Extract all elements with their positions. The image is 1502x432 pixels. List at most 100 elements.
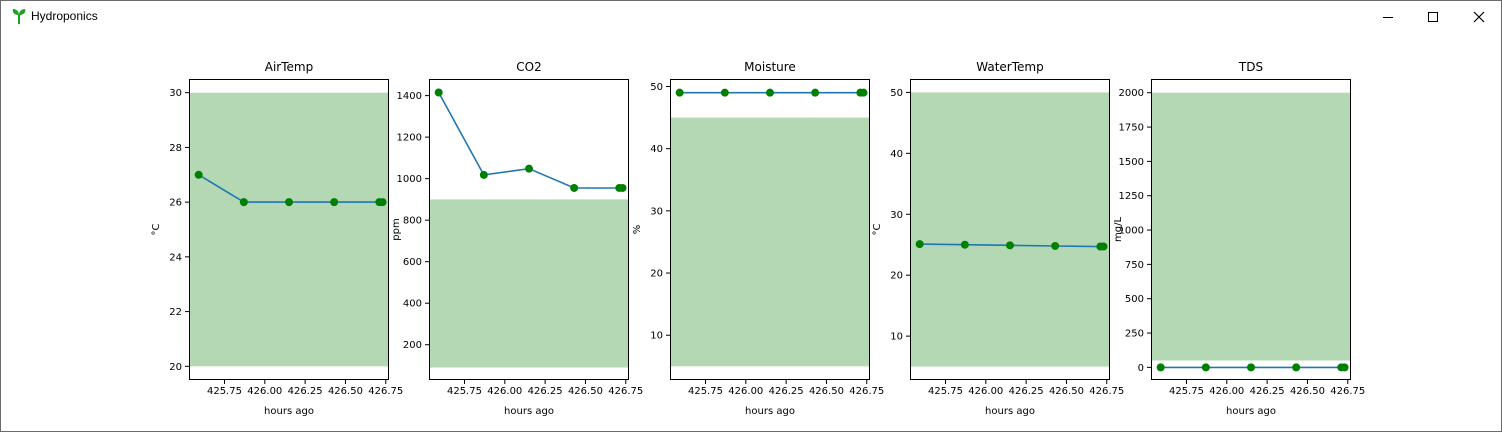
y-tick-label: 20 xyxy=(650,269,663,280)
data-point xyxy=(1006,241,1014,250)
y-axis-label: mg/L xyxy=(1113,217,1124,242)
x-tick-label: 426.25 xyxy=(1009,386,1044,397)
x-tick-label: 426.75 xyxy=(849,386,884,397)
title-bar[interactable]: Hydroponics xyxy=(1,1,1501,32)
x-tick-label: 426.00 xyxy=(487,386,522,397)
y-tick-label: 20 xyxy=(169,362,182,373)
data-point xyxy=(859,88,868,97)
data-point xyxy=(378,198,387,207)
y-tick-label: 50 xyxy=(650,82,663,93)
plot-frame xyxy=(189,79,389,380)
y-axis-label: °C xyxy=(872,223,883,235)
x-tick-label: 426.25 xyxy=(1250,386,1285,397)
data-point xyxy=(766,88,774,97)
data-point xyxy=(960,240,969,249)
x-tick-label: 426.75 xyxy=(368,386,403,397)
plot-frame xyxy=(670,79,870,380)
data-point xyxy=(1099,242,1108,251)
x-tick-label: 426.00 xyxy=(247,386,282,397)
chart-co2: 425.75 426.00 426.25 426.50 426.75 200 400 600 8… xyxy=(391,60,643,417)
x-tick-label: 426.25 xyxy=(288,386,323,397)
x-tick-label: 426.00 xyxy=(968,386,1003,397)
y-tick-label: 1750 xyxy=(1119,123,1144,134)
plot-frame xyxy=(429,79,629,380)
x-tick-label: 426.50 xyxy=(328,386,363,397)
data-point xyxy=(479,170,488,179)
y-tick-label: 1000 xyxy=(1119,226,1144,237)
data-point xyxy=(1340,363,1349,372)
y-tick-label: 28 xyxy=(169,143,182,154)
y-tick-label: 1200 xyxy=(397,133,422,144)
chart-airtemp: 425.75 426.00 426.25 426.50 426.75 20 22 24 26 28… xyxy=(151,60,403,417)
target-band xyxy=(429,199,629,368)
x-tick-label: 425.75 xyxy=(928,386,963,397)
chart-title: TDS xyxy=(1238,60,1263,74)
x-axis-label: hours ago xyxy=(985,406,1035,417)
plot-frame xyxy=(910,79,1110,380)
y-tick-label: 500 xyxy=(1125,294,1144,305)
x-tick-label: 425.75 xyxy=(207,386,242,397)
data-point xyxy=(1247,363,1255,372)
maximize-button[interactable] xyxy=(1410,1,1456,32)
target-band xyxy=(910,92,1110,367)
y-tick-label: 1250 xyxy=(1119,191,1144,202)
target-band xyxy=(670,117,870,367)
y-tick-label: 800 xyxy=(403,216,422,227)
x-tick-label: 426.50 xyxy=(568,386,603,397)
x-tick-label: 426.75 xyxy=(1089,386,1124,397)
y-tick-label: 50 xyxy=(890,88,903,99)
x-tick-label: 425.75 xyxy=(447,386,482,397)
data-point xyxy=(330,198,339,207)
window-title: Hydroponics xyxy=(31,9,98,23)
data-point xyxy=(811,88,820,97)
data-point xyxy=(720,88,729,97)
chart-watertemp: 425.75 426.00 426.25 426.50 426.75 10 20 30 40 50… xyxy=(872,60,1124,417)
close-icon xyxy=(1473,11,1485,22)
y-axis-label: ppm xyxy=(391,218,402,240)
target-band xyxy=(1151,92,1351,361)
x-tick-label: 425.75 xyxy=(1169,386,1204,397)
y-tick-label: 30 xyxy=(169,88,182,99)
y-axis-label: % xyxy=(632,225,643,235)
x-axis-label: hours ago xyxy=(1226,406,1276,417)
data-point xyxy=(1201,363,1210,372)
y-tick-label: 0 xyxy=(1138,363,1144,374)
x-tick-label: 426.25 xyxy=(769,386,804,397)
y-tick-label: 26 xyxy=(169,198,182,209)
x-axis-label: hours ago xyxy=(745,406,795,417)
target-band xyxy=(189,92,389,367)
data-point xyxy=(1051,241,1060,250)
maximize-icon xyxy=(1428,11,1438,22)
y-tick-label: 30 xyxy=(890,210,903,221)
y-tick-label: 30 xyxy=(650,206,663,217)
x-axis-label: hours ago xyxy=(504,406,554,417)
x-tick-label: 426.75 xyxy=(1330,386,1365,397)
x-axis-label: hours ago xyxy=(264,406,314,417)
series-line xyxy=(437,92,623,189)
y-tick-label: 1500 xyxy=(1119,157,1144,168)
minimize-button[interactable] xyxy=(1365,1,1411,32)
data-point xyxy=(618,183,627,192)
y-tick-label: 1000 xyxy=(397,174,422,185)
plot-frame xyxy=(1151,79,1351,380)
chart-title: AirTemp xyxy=(265,60,313,74)
y-tick-label: 2000 xyxy=(1119,88,1144,99)
close-button[interactable] xyxy=(1456,1,1502,32)
data-point xyxy=(525,164,533,173)
y-tick-label: 40 xyxy=(890,149,903,160)
data-point xyxy=(285,198,293,207)
y-tick-label: 250 xyxy=(1125,329,1144,340)
y-tick-label: 10 xyxy=(650,331,663,342)
chart-title: WaterTemp xyxy=(976,60,1043,74)
y-tick-label: 400 xyxy=(403,299,422,310)
y-tick-label: 1400 xyxy=(397,91,422,102)
x-tick-label: 426.75 xyxy=(608,386,643,397)
seedling-icon xyxy=(12,9,26,24)
data-point xyxy=(239,198,248,207)
y-tick-label: 10 xyxy=(890,332,903,343)
y-tick-label: 600 xyxy=(403,257,422,268)
data-point xyxy=(675,88,684,97)
data-point xyxy=(1292,363,1301,372)
x-tick-label: 426.50 xyxy=(1290,386,1325,397)
